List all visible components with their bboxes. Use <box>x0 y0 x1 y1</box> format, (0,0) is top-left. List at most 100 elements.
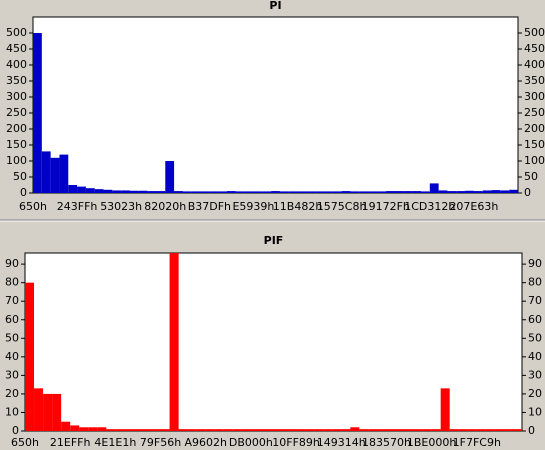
bar <box>368 191 377 193</box>
bar <box>121 190 130 193</box>
bar <box>403 191 413 193</box>
y-tick-label: 200 <box>524 122 545 135</box>
y-tick-label: 100 <box>6 154 27 167</box>
y-tick-label: 70 <box>5 294 19 307</box>
y-tick-label: 50 <box>528 331 542 344</box>
bar <box>205 429 215 431</box>
bar <box>385 191 395 193</box>
bar <box>341 429 351 431</box>
x-tick-label: 243FFh <box>57 200 98 213</box>
bar <box>33 33 42 193</box>
bar <box>68 185 78 193</box>
x-tick-label: 1BE000h <box>407 436 456 449</box>
bar <box>449 429 459 431</box>
y-tick-label: 0 <box>528 424 535 437</box>
bar <box>512 429 522 431</box>
x-tick-label: E5939h <box>232 200 274 213</box>
y-tick-label: 30 <box>5 368 19 381</box>
bar <box>156 191 166 193</box>
y-tick-label: 50 <box>13 170 27 183</box>
y-tick-label: 80 <box>5 276 19 289</box>
x-tick-label: 79F56h <box>140 436 181 449</box>
bar <box>494 429 504 431</box>
y-tick-label: 60 <box>5 313 19 326</box>
bar <box>70 425 80 431</box>
bar <box>359 191 369 193</box>
bar <box>476 429 486 431</box>
bar <box>422 429 432 431</box>
bar <box>413 429 423 431</box>
x-tick-label: 207E63h <box>449 200 498 213</box>
bar <box>85 188 95 193</box>
bar <box>458 429 468 431</box>
x-tick-label: 10FF89h <box>272 436 320 449</box>
bar <box>438 190 448 193</box>
y-tick-label: 450 <box>524 42 545 55</box>
bar <box>200 191 210 193</box>
bar <box>395 429 405 431</box>
bar <box>482 190 492 193</box>
bar <box>138 190 148 193</box>
x-tick-label: B37DFh <box>188 200 231 213</box>
y-tick-label: 350 <box>524 74 545 87</box>
bar <box>350 191 360 193</box>
bar <box>350 427 360 431</box>
bar <box>182 191 192 193</box>
bar <box>500 190 510 193</box>
bar <box>209 191 219 193</box>
y-tick-label: 10 <box>528 405 542 418</box>
bar <box>271 191 280 193</box>
x-tick-label: 149314h <box>317 436 366 449</box>
bar <box>106 429 116 431</box>
y-tick-label: 50 <box>524 170 538 183</box>
y-tick-label: 0 <box>524 186 531 199</box>
y-tick-label: 20 <box>528 387 542 400</box>
bar <box>386 429 396 431</box>
bar <box>296 429 306 431</box>
bar <box>174 191 183 193</box>
bar <box>332 429 342 431</box>
bar <box>59 154 69 193</box>
y-tick-label: 400 <box>6 58 27 71</box>
bar <box>287 429 297 431</box>
y-tick-label: 100 <box>524 154 545 167</box>
bar <box>279 191 289 193</box>
bar <box>288 191 298 193</box>
x-tick-label: 11B482h <box>273 200 323 213</box>
y-tick-label: 70 <box>528 294 542 307</box>
x-tick-label: DB000h <box>229 436 273 449</box>
bar <box>456 191 466 193</box>
bar <box>473 191 483 193</box>
y-tick-label: 40 <box>5 350 19 363</box>
bar <box>94 189 104 193</box>
bar <box>151 429 161 431</box>
x-tick-label: 650h <box>11 436 39 449</box>
y-tick-label: 20 <box>5 387 19 400</box>
bar <box>376 191 386 193</box>
chart-title: PIF <box>264 234 284 247</box>
bar <box>133 429 143 431</box>
y-tick-label: 500 <box>524 26 545 39</box>
bar <box>305 429 315 431</box>
x-tick-label: 650h <box>19 200 47 213</box>
y-tick-label: 350 <box>6 74 27 87</box>
bar <box>404 429 414 431</box>
bar <box>214 429 224 431</box>
y-tick-label: 300 <box>6 90 27 103</box>
bar <box>115 429 125 431</box>
plot-area <box>32 16 519 194</box>
bar <box>268 429 279 431</box>
x-tick-label: 82020h <box>144 200 186 213</box>
bar <box>244 191 254 193</box>
y-tick-label: 200 <box>6 122 27 135</box>
bar <box>97 427 107 431</box>
y-tick-label: 250 <box>6 106 27 119</box>
bar <box>394 191 404 193</box>
bar <box>440 388 450 431</box>
bar <box>218 191 227 193</box>
bar <box>341 191 351 193</box>
bar <box>503 429 513 431</box>
bar <box>297 191 307 193</box>
bar <box>485 429 495 431</box>
